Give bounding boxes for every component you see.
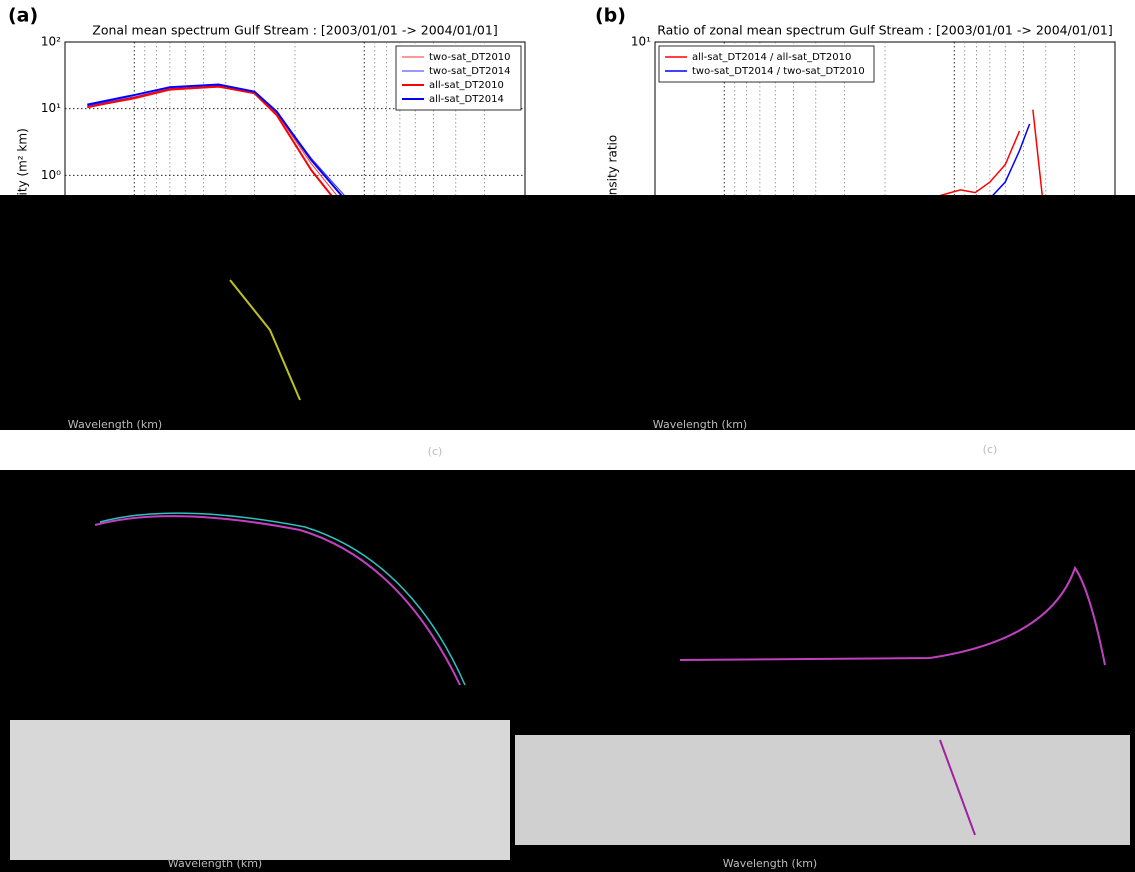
glitch-text: (c) [428,445,443,458]
legend-label: all-sat_DT2014 [429,94,504,105]
panel-label: (a) [8,5,38,27]
panel-label: (b) [595,5,626,27]
glitch-curve [94,515,461,686]
glitch-text: (c) [983,443,998,456]
y-tick-label: 10¹ [41,101,61,115]
legend-label: all-sat_DT2014 / all-sat_DT2010 [692,52,851,63]
legend-box [658,45,875,83]
chart-title: Ratio of zonal mean spectrum Gulf Stream… [657,23,1113,38]
corrupted-region [0,195,1135,872]
y-tick-label: 10⁰ [41,168,61,182]
legend-label: all-sat_DT2010 [429,80,504,91]
legend-label: two-sat_DT2014 [429,66,511,77]
series-line [940,109,1043,195]
chart-title: Zonal mean spectrum Gulf Stream : [2003/… [92,23,497,38]
y-axis-label: sity (m² km) [16,128,30,202]
glitch-text: Wavelength (km) [168,857,262,870]
glitch-curve [939,739,976,836]
glitch-band [0,430,1135,470]
series-line [87,85,333,195]
glitch-curve [229,279,301,401]
y-tick-label: 10² [41,35,61,49]
y-tick-label: 10¹ [631,35,651,49]
series-group [940,109,1043,195]
glitch-curve [99,512,466,686]
glitch-text: Wavelength (km) [653,418,747,431]
legend-label: two-sat_DT2010 [429,52,511,63]
legend-label: two-sat_DT2014 / two-sat_DT2010 [692,66,865,77]
glitch-curve [679,565,1106,666]
series-line [87,83,343,195]
glitch-text: Wavelength (km) [68,418,162,431]
glitch-text: Wavelength (km) [723,857,817,870]
series-group [87,83,345,195]
y-axis-label: nsity ratio [606,135,620,195]
glitch-band [515,735,1130,845]
glitch-band [10,720,510,860]
